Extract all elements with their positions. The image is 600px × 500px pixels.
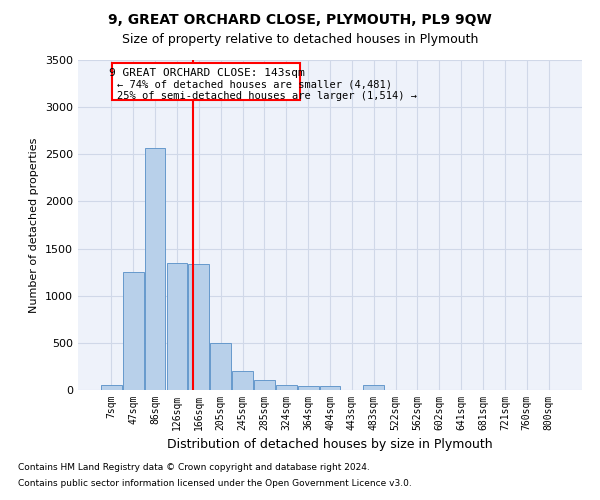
Bar [254,380,275,390]
Bar [320,386,340,390]
Text: Contains public sector information licensed under the Open Government Licence v3: Contains public sector information licen… [18,478,412,488]
Text: 25% of semi-detached houses are larger (1,514) →: 25% of semi-detached houses are larger (… [117,90,417,101]
Bar [232,371,253,390]
Bar [123,272,143,390]
Bar [364,385,384,390]
Text: 9 GREAT ORCHARD CLOSE: 143sqm: 9 GREAT ORCHARD CLOSE: 143sqm [109,68,304,78]
Bar [112,63,301,100]
Text: Size of property relative to detached houses in Plymouth: Size of property relative to detached ho… [122,32,478,46]
Bar [167,262,187,390]
Text: ← 74% of detached houses are smaller (4,481): ← 74% of detached houses are smaller (4,… [117,80,392,90]
Y-axis label: Number of detached properties: Number of detached properties [29,138,40,312]
Bar [188,264,209,390]
Bar [101,386,122,390]
Bar [145,148,166,390]
Bar [276,385,296,390]
X-axis label: Distribution of detached houses by size in Plymouth: Distribution of detached houses by size … [167,438,493,452]
Bar [298,386,319,390]
Text: Contains HM Land Registry data © Crown copyright and database right 2024.: Contains HM Land Registry data © Crown c… [18,464,370,472]
Text: 9, GREAT ORCHARD CLOSE, PLYMOUTH, PL9 9QW: 9, GREAT ORCHARD CLOSE, PLYMOUTH, PL9 9Q… [108,12,492,26]
Bar [210,343,231,390]
